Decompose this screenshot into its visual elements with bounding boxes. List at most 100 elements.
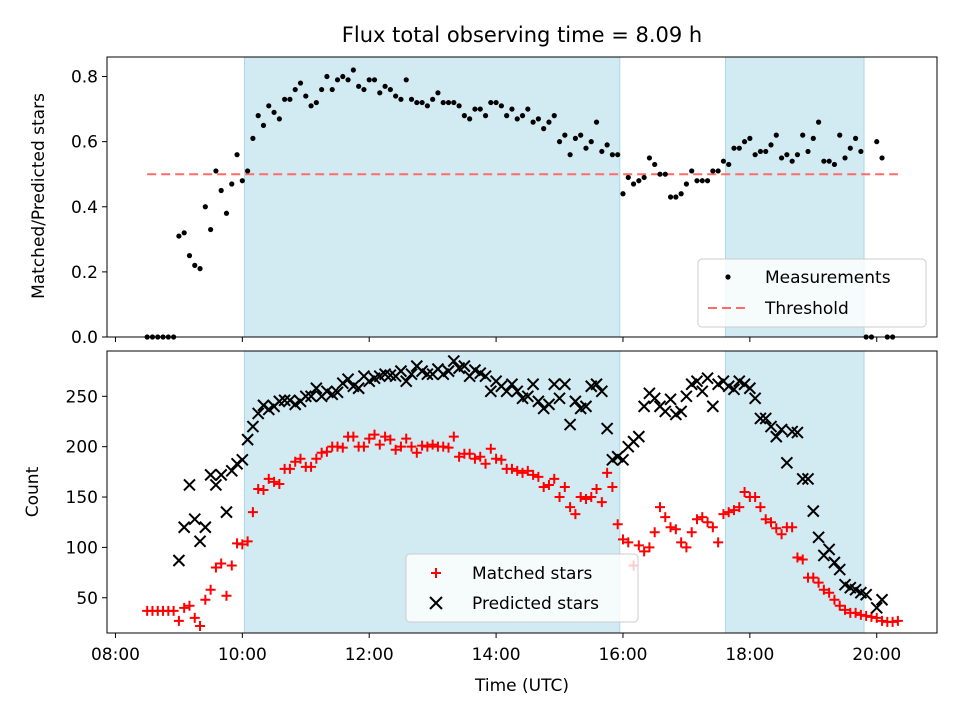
matched-star-point (512, 465, 523, 476)
matched-star-point (448, 431, 459, 442)
predicted-star-point (214, 468, 228, 482)
measurement-point (572, 135, 578, 141)
y-tick-label: 0.4 (71, 198, 98, 218)
measurement-point (842, 155, 848, 161)
predicted-star-point (754, 412, 767, 425)
predicted-star-point (553, 392, 566, 405)
predicted-star-point (542, 398, 556, 411)
measurement-point (689, 168, 695, 174)
matched-star-point (728, 505, 739, 516)
matched-star-point (311, 453, 322, 464)
matched-star-point (575, 492, 586, 503)
matched-star-point (184, 600, 195, 611)
predicted-star-point (220, 505, 233, 519)
matched-star-point (850, 607, 861, 618)
matched-star-point (760, 514, 771, 525)
top-legend: Measurements Threshold (697, 258, 927, 328)
predicted-star-point (770, 430, 783, 443)
measurement-point (186, 253, 193, 259)
measurement-point (810, 135, 816, 141)
bottom-panel: 08:00 10:00 12:00 14:00 16:00 18:00 20:00 50 10… (23, 350, 938, 696)
measurement-point (229, 181, 235, 187)
measurement-point (371, 77, 378, 83)
measurement-points (144, 67, 896, 340)
x-tick-label: 12:00 (345, 645, 394, 665)
measurement-point (440, 99, 446, 106)
matched-star-point (660, 512, 671, 523)
measurement-point (519, 113, 526, 119)
predicted-star-point (632, 430, 646, 443)
predicted-star-point (484, 385, 498, 398)
measurement-point (435, 90, 441, 96)
predicted-star-point (405, 367, 418, 381)
predicted-star-point (743, 382, 757, 395)
legend-marker-predicted (429, 596, 443, 610)
predicted-star-point (183, 478, 196, 492)
bottom-y-axis-label: Count (23, 466, 43, 517)
measurement-point (667, 194, 674, 200)
predicted-star-point (246, 420, 260, 433)
predicted-star-point (521, 390, 535, 403)
predicted-star-point (421, 367, 434, 381)
measurement-point (324, 73, 330, 80)
matched-star-point (200, 594, 211, 605)
x-tick-label: 10:00 (218, 645, 267, 665)
predicted-star-point (209, 478, 223, 492)
matched-star-point (829, 594, 840, 605)
matched-star-point (707, 522, 718, 533)
measurement-point (472, 106, 478, 112)
observing-window-region (243, 56, 621, 338)
measurement-point (477, 106, 483, 112)
matched-star-point (543, 479, 554, 490)
predicted-star-point (696, 385, 709, 398)
predicted-star-point (331, 386, 344, 399)
matched-star-point (358, 441, 369, 452)
legend-box (405, 553, 639, 623)
measurement-point (805, 148, 811, 155)
measurement-point (699, 178, 705, 184)
measurement-point (646, 155, 653, 161)
measurement-point (784, 152, 790, 158)
matched-star-point (691, 514, 702, 525)
matched-star-point (723, 507, 734, 518)
predicted-star-point (299, 390, 312, 403)
predicted-star-point (807, 504, 820, 518)
measurement-point (340, 73, 346, 80)
matched-star-point (480, 458, 491, 469)
matched-star-point (385, 434, 396, 445)
matched-star-point (411, 447, 422, 458)
matched-star-point (586, 492, 597, 503)
measurement-point (847, 145, 853, 151)
measurement-point (599, 148, 605, 155)
matched-star-point (205, 584, 216, 595)
measurement-point (319, 86, 325, 93)
matched-star-point (607, 481, 618, 492)
predicted-star-point (791, 426, 804, 439)
count-points (142, 354, 903, 631)
predicted-star-point (590, 378, 603, 391)
measurement-point (377, 90, 383, 96)
measurement-point (414, 99, 420, 106)
measurement-point (768, 142, 774, 148)
predicted-star-point (616, 453, 630, 466)
y-tick-label: 0.0 (71, 328, 98, 348)
matched-star-point (390, 444, 401, 455)
matched-star-point (612, 519, 623, 530)
legend-box (697, 258, 927, 328)
predicted-star-point (595, 385, 609, 398)
predicted-star-point (775, 423, 788, 436)
predicted-star-point (748, 392, 762, 405)
measurement-point (345, 77, 351, 83)
measurement-point (546, 119, 552, 125)
measurement-point (752, 152, 758, 158)
matched-star-point (734, 502, 745, 513)
matched-star-point (697, 512, 708, 523)
matched-star-point (221, 590, 232, 601)
measurement-point (250, 135, 256, 141)
y-tick-label: 200 (66, 438, 98, 458)
measurement-point (287, 96, 293, 102)
measurement-point (530, 119, 536, 125)
predicted-star-point (341, 372, 355, 386)
measurement-point (678, 191, 684, 197)
measurement-point (509, 106, 515, 112)
